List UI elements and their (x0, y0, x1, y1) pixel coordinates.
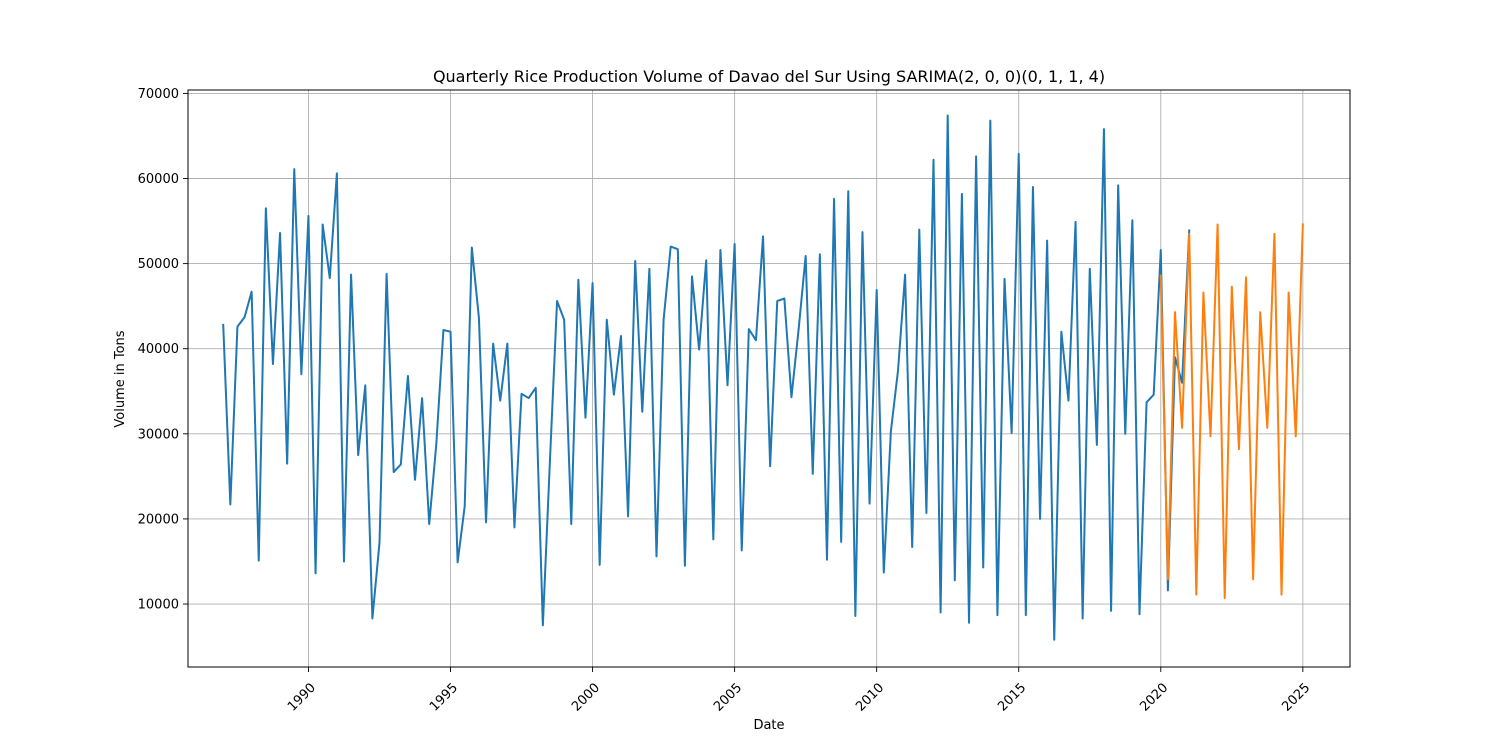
series-layer (222, 114, 1304, 641)
plot-frame (187, 89, 1351, 668)
x-tick-label: 2005 (711, 681, 745, 715)
y-tick-label: 50000 (138, 257, 179, 272)
chart-title: Quarterly Rice Production Volume of Dava… (433, 67, 1105, 86)
x-tick-label: 2020 (1137, 681, 1171, 715)
observed-series-line (222, 114, 1191, 641)
y-axis-label: Volume in Tons (113, 330, 128, 427)
x-axis-label: Date (753, 718, 784, 733)
x-tick-label: 2015 (995, 681, 1029, 715)
grid (188, 90, 1350, 667)
y-tick-label: 20000 (138, 512, 179, 527)
x-tick-label: 1990 (285, 681, 319, 715)
x-tick-label: 2025 (1279, 681, 1313, 715)
y-tick-label: 40000 (138, 342, 179, 357)
y-tick-label: 70000 (138, 87, 179, 102)
y-tick-label: 30000 (138, 427, 179, 442)
x-axis: 1990 1995 2000 2005 2010 2015 2020 2025 (285, 667, 1313, 715)
y-tick-label: 60000 (138, 172, 179, 187)
x-tick-label: 2010 (853, 681, 887, 715)
x-tick-label: 2000 (569, 681, 603, 715)
forecast-series-line (1159, 223, 1304, 600)
y-axis: 10000 20000 30000 40000 50000 60000 70000 (138, 87, 188, 613)
y-tick-label: 10000 (138, 598, 179, 613)
x-tick-label: 1995 (427, 681, 461, 715)
